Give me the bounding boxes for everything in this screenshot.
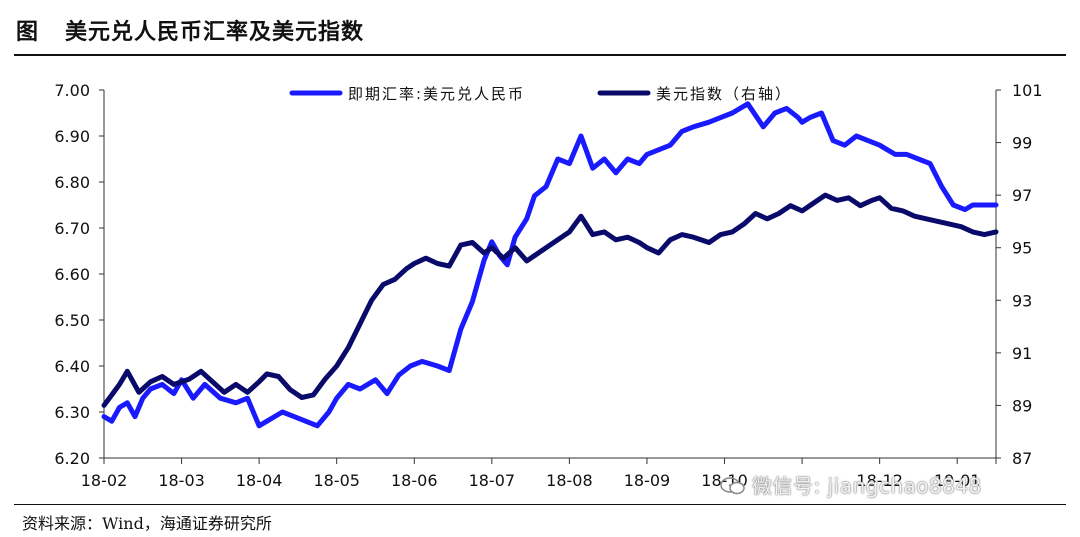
figure-title: 美元兑人民币汇率及美元指数 xyxy=(65,19,365,45)
series-line-1 xyxy=(101,101,999,429)
y-left-tick-label: 7.00 xyxy=(54,81,90,100)
x-tick-label: 18-06 xyxy=(391,471,438,490)
chart-header: 图美元兑人民币汇率及美元指数 xyxy=(0,0,1080,56)
figure-label: 图 xyxy=(16,19,40,45)
y-left-tick-label: 6.90 xyxy=(54,127,90,146)
y-right-tick-label: 89 xyxy=(1012,396,1032,415)
y-right-tick-label: 99 xyxy=(1012,134,1032,153)
x-tick-label: 19-01 xyxy=(934,471,981,490)
y-right-tick-label: 101 xyxy=(1012,81,1043,100)
y-right-tick-label: 95 xyxy=(1012,239,1032,258)
y-right-tick-label: 91 xyxy=(1012,344,1032,363)
y-left-tick-label: 6.50 xyxy=(54,311,90,330)
series-line-2 xyxy=(101,192,999,408)
x-tick-label: 18-09 xyxy=(624,471,671,490)
x-tick-label: 18-03 xyxy=(158,471,205,490)
footer-rule xyxy=(14,504,1066,505)
y-right-tick-label: 93 xyxy=(1012,291,1032,310)
title-rule xyxy=(14,54,1066,56)
x-tick-label: 18-07 xyxy=(469,471,516,490)
y-left-tick-label: 6.80 xyxy=(54,173,90,192)
x-tick-label: 18-12 xyxy=(856,471,903,490)
x-tick-label: 18-04 xyxy=(236,471,283,490)
y-left-tick-label: 6.40 xyxy=(54,357,90,376)
y-left-tick-label: 6.60 xyxy=(54,265,90,284)
source-note: 资料来源：Wind，海通证券研究所 xyxy=(22,514,272,533)
y-left-tick-label: 6.70 xyxy=(54,219,90,238)
y-right-tick-label: 97 xyxy=(1012,186,1032,205)
watermark: 微信号: jiangchao8848 xyxy=(720,470,982,499)
y-left-tick-label: 6.20 xyxy=(54,449,90,468)
legend-label-2: 美元指数（右轴） xyxy=(656,85,792,103)
x-tick-label: 18-08 xyxy=(546,471,593,490)
x-tick-label: 18-05 xyxy=(313,471,360,490)
wechat-icon xyxy=(720,477,745,495)
chart-title: 图美元兑人民币汇率及美元指数 xyxy=(16,14,364,46)
watermark-text: 微信号: jiangchao8848 xyxy=(752,474,982,498)
y-right-tick-label: 87 xyxy=(1012,449,1032,468)
x-tick-label: 18-02 xyxy=(81,471,128,490)
y-left-tick-label: 6.30 xyxy=(54,403,90,422)
legend-label-1: 即期汇率:美元兑人民币 xyxy=(348,85,525,103)
